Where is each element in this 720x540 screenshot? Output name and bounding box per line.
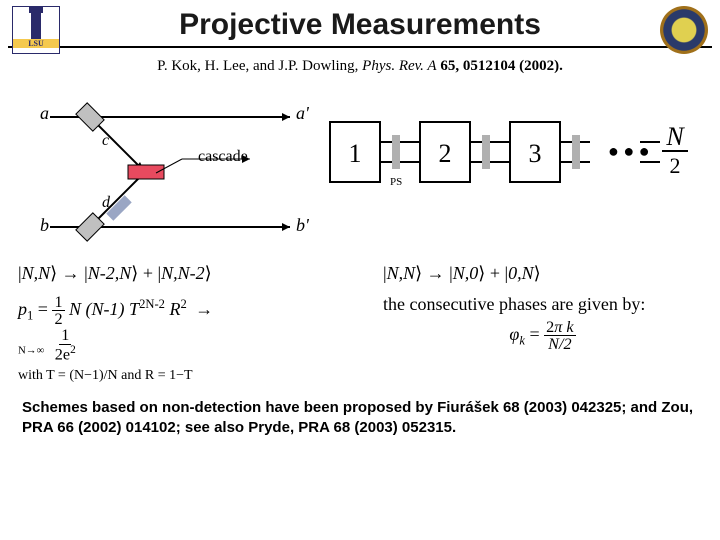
eq-phase: φk = 2π kN/2 bbox=[383, 319, 702, 352]
slide-header: LSU Projective Measurements bbox=[0, 0, 720, 46]
final-2: 2 bbox=[670, 153, 681, 178]
label-b: b bbox=[40, 215, 49, 235]
diagram-row: a a' b b' c d cascade 1 2 3 PS ● ● ● N bbox=[0, 87, 720, 257]
lsu-logo-text: LSU bbox=[13, 39, 59, 48]
eq-left-cascade: |N,N⟩ → |N-2,N⟩ + |N,N-2⟩ bbox=[18, 263, 373, 284]
label-c: c bbox=[102, 132, 109, 149]
box-2: 2 bbox=[439, 139, 452, 168]
slide-title: Projective Measurements bbox=[179, 8, 541, 42]
citation-journal: Phys. Rev. A bbox=[362, 58, 436, 74]
label-cascade: cascade bbox=[198, 148, 248, 165]
header-underline bbox=[8, 46, 712, 48]
final-n: N bbox=[665, 122, 685, 151]
label-bprime: b' bbox=[296, 215, 310, 235]
label-aprime: a' bbox=[296, 103, 310, 123]
box-3: 3 bbox=[529, 139, 542, 168]
eq-p1: p1 = 12 N (N-1) T2N-2 R2 →N→∞ 12e2 bbox=[18, 294, 373, 362]
math-row-2: p1 = 12 N (N-1) T2N-2 R2 →N→∞ 12e2 with … bbox=[0, 288, 720, 384]
beamsplitter-diagram: a a' b b' c d cascade bbox=[20, 87, 320, 257]
label-a: a bbox=[40, 103, 49, 123]
badge-logo bbox=[660, 6, 708, 54]
cascade-diagram: 1 2 3 PS ● ● ● N 2 bbox=[320, 107, 700, 207]
note-tr: with T = (N−1)/N and R = 1−T bbox=[18, 368, 373, 384]
citation-rest: 65, 0512104 (2002). bbox=[437, 58, 563, 74]
footer-refs: Schemes based on non-detection have been… bbox=[0, 384, 720, 453]
label-d: d bbox=[102, 194, 111, 211]
citation-authors: P. Kok, H. Lee, and J.P. Dowling, bbox=[157, 58, 362, 74]
ps-label: PS bbox=[390, 176, 402, 188]
citation: P. Kok, H. Lee, and J.P. Dowling, Phys. … bbox=[0, 58, 720, 75]
phase-text: the consecutive phases are given by: bbox=[383, 294, 702, 315]
dots: ● ● ● bbox=[608, 141, 650, 161]
lsu-logo: LSU bbox=[12, 6, 60, 54]
math-row-1: |N,N⟩ → |N-2,N⟩ + |N,N-2⟩ |N,N⟩ → |N,0⟩ … bbox=[0, 257, 720, 288]
eq-right-noon: |N,N⟩ → |N,0⟩ + |0,N⟩ bbox=[383, 263, 702, 284]
box-1: 1 bbox=[349, 139, 362, 168]
